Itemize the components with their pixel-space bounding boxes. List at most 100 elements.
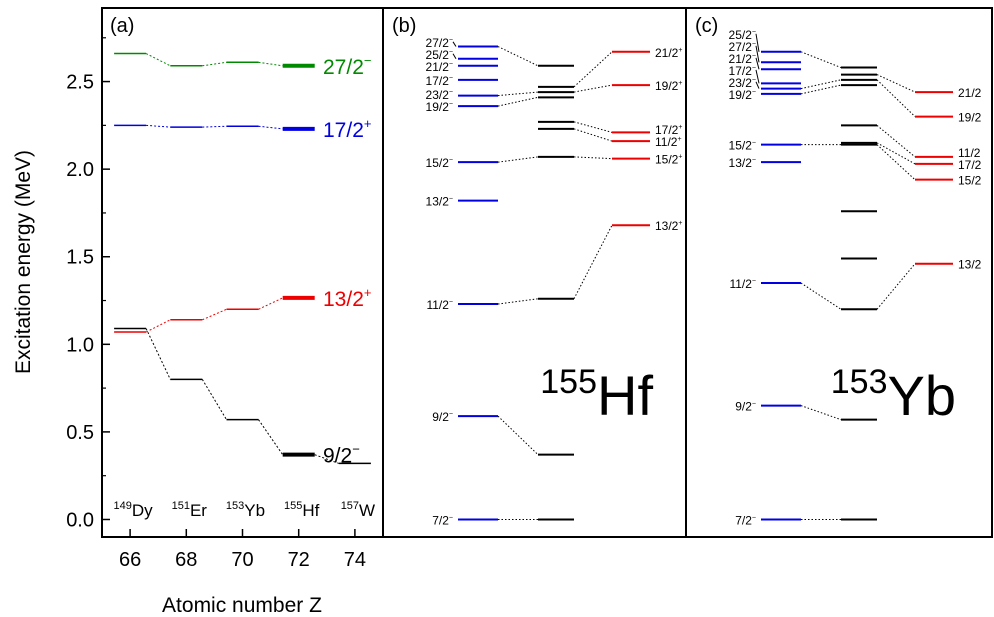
connector-line [145,328,171,380]
connector-line [573,224,613,300]
connector-line [201,379,227,420]
level-label: 23/2− [729,76,756,90]
connector-line [258,61,283,67]
x-tick-label: 66 [119,549,141,571]
connector-line [800,405,842,421]
level-label: 9/2− [735,400,756,414]
series-label: 9/2− [323,442,360,468]
connector-lines [145,33,916,520]
connector-line [202,125,227,128]
nucleus-label: 153Yb [226,500,265,520]
connector-line [497,298,539,305]
level-label: 25/2− [729,28,756,42]
level-label: 13/2+ [655,219,682,233]
connector-line [800,79,842,90]
connector-line [800,84,842,95]
series-label: 27/2− [323,53,371,79]
connector-line [146,124,171,128]
label-leader [755,69,760,84]
x-axis: 66 68 70 72 74 [119,529,366,571]
connector-line [573,84,613,93]
y-tick-label: 1.5 [66,247,94,269]
level-label: 11/2− [426,298,453,312]
connector-line [876,144,916,181]
x-tick-label: 72 [288,549,310,571]
connector-line [876,124,916,158]
label-leader [755,57,760,70]
level-label: 27/2− [426,36,453,50]
level-label: 21/2− [426,60,453,74]
connector-line [800,282,842,310]
connector-line [314,454,340,464]
connector-line [876,142,916,165]
connector-line [497,91,539,97]
level-label: 17/2− [426,74,453,88]
level-label: 21/2+ [655,46,682,60]
x-axis-label: Atomic number Z [162,594,322,617]
connector-line [876,263,916,310]
connector-line [876,79,916,117]
nucleus-title: 155Hf [540,363,653,427]
label-leader [452,41,457,47]
label-leader [755,81,760,89]
level-label: 19/2− [729,88,756,102]
connector-line [497,156,539,163]
level-label: 17/2 [958,158,982,172]
x-tick-label: 70 [231,549,253,571]
energy-levels [114,45,953,521]
y-tick-label: 2.0 [66,159,94,181]
level-label: 23/2− [426,88,453,102]
level-label: 13/2 [958,258,982,272]
connector-line [497,96,539,107]
series-label: 17/2+ [323,116,371,142]
level-label: 17/2− [729,64,756,78]
x-tick-label: 74 [344,549,366,571]
y-tick-label: 2.5 [66,72,94,94]
y-tick-label: 0.5 [66,422,94,444]
level-label: 19/2− [426,100,453,114]
connector-line [573,128,613,142]
level-labels: (a) 149Dy 151Er 153Yb 155Hf 157W 27/2− 17/2+ 13/… [110,15,982,527]
connector-line [145,319,171,333]
panel-label: (b) [392,15,416,37]
nucleus-label: 157W [341,500,375,520]
level-label: 19/2 [958,111,982,125]
connector-line [876,74,916,93]
y-axis: 0.0 0.5 1.0 1.5 2.0 2.5 [66,37,110,531]
level-label: 15/2+ [655,153,682,167]
connector-line [258,419,284,455]
level-label: 15/2− [729,139,756,153]
panel-label: (c) [695,15,718,37]
nucleus-title: 153Yb [831,363,956,427]
connector-line [258,297,283,310]
connector-line [497,46,539,67]
x-tick-label: 68 [175,549,197,571]
label-leader [755,45,760,63]
level-label: 13/2− [426,195,453,209]
connector-line [202,61,227,67]
level-label: 13/2− [729,156,756,170]
level-label: 11/2 [958,146,981,160]
level-label: 17/2+ [655,123,682,137]
level-label: 11/2− [729,277,756,291]
nucleus-label: 151Er [172,500,208,520]
level-label: 21/2 [958,86,982,100]
series-label: 13/2+ [323,285,371,311]
connector-line [800,51,842,69]
nucleus-label: 155Hf [284,500,320,520]
level-label: 25/2− [426,48,453,62]
y-axis-label: Excitation energy (MeV) [12,150,35,374]
level-label: 7/2− [432,513,453,527]
level-label: 15/2 [958,174,982,188]
connector-line [258,125,283,130]
level-label: 15/2− [426,156,453,170]
label-leader [452,53,457,60]
connector-line [145,53,171,67]
connector-line [202,308,227,321]
level-label: 27/2− [729,40,756,54]
panel-label: (a) [110,15,134,37]
connector-line [573,51,613,88]
connector-line [573,121,613,133]
nucleus-label: 149Dy [114,500,154,520]
